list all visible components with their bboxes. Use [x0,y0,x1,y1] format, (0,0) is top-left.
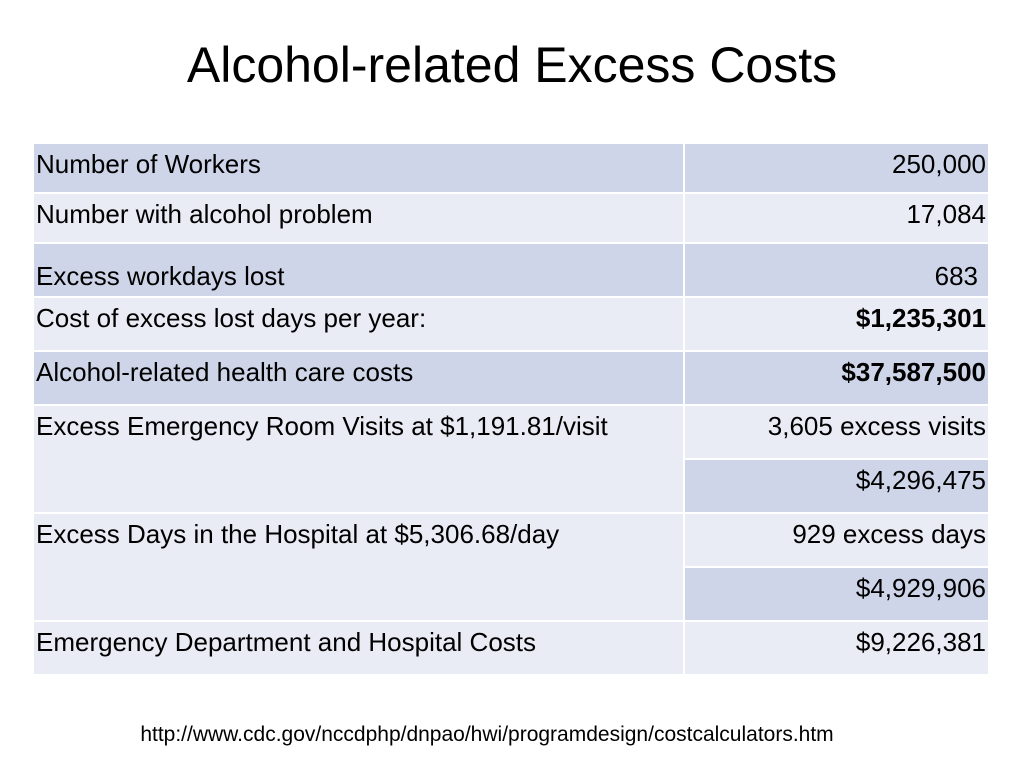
table-row: $4,296,475 [33,458,990,514]
row-value: $9,226,381 [683,620,990,676]
row-value-cost: $4,296,475 [683,458,990,514]
row-label: Excess Emergency Room Visits at $1,191.8… [32,404,685,514]
slide-title: Alcohol-related Excess Costs [186,37,838,93]
table-row: Excess Days in the Hospital at $5,306.68… [32,512,990,622]
source-link[interactable]: http://www.cdc.gov/nccdphp/dnpao/hwi/pro… [140,723,834,746]
row-value: 929 excess days [683,512,990,568]
row-label: Cost of excess lost days per year: [32,296,685,352]
row-value: 3,605 excess visits [683,404,990,460]
table-row: Alcohol-related health care costs $37,58… [32,350,990,406]
row-value: $1,235,301 [683,296,990,352]
row-label: Number of Workers [32,142,685,194]
row-label: Emergency Department and Hospital Costs [32,620,685,676]
table-row: Excess workdays lost 683 [32,242,990,298]
row-value-cost: $4,929,906 [683,566,990,622]
row-label: Alcohol-related health care costs [32,350,685,406]
row-label: Excess Days in the Hospital at $5,306.68… [32,512,685,622]
table-row: Cost of excess lost days per year: $1,23… [32,296,990,352]
row-value: 17,084 [683,192,990,244]
table-row: Number of Workers 250,000 [32,142,990,194]
row-value: $37,587,500 [683,350,990,406]
row-value: 683 [683,242,990,298]
table-row: Number with alcohol problem 17,084 [32,192,990,244]
row-label: Excess workdays lost [32,242,685,298]
table-row: Emergency Department and Hospital Costs … [32,620,990,676]
table-row: Excess Emergency Room Visits at $1,191.8… [32,404,990,514]
row-label: Number with alcohol problem [32,192,685,244]
row-value: 250,000 [683,142,990,194]
table-row: $4,929,906 [33,566,990,622]
cost-table: Number of Workers 250,000 Number with al… [32,142,990,676]
